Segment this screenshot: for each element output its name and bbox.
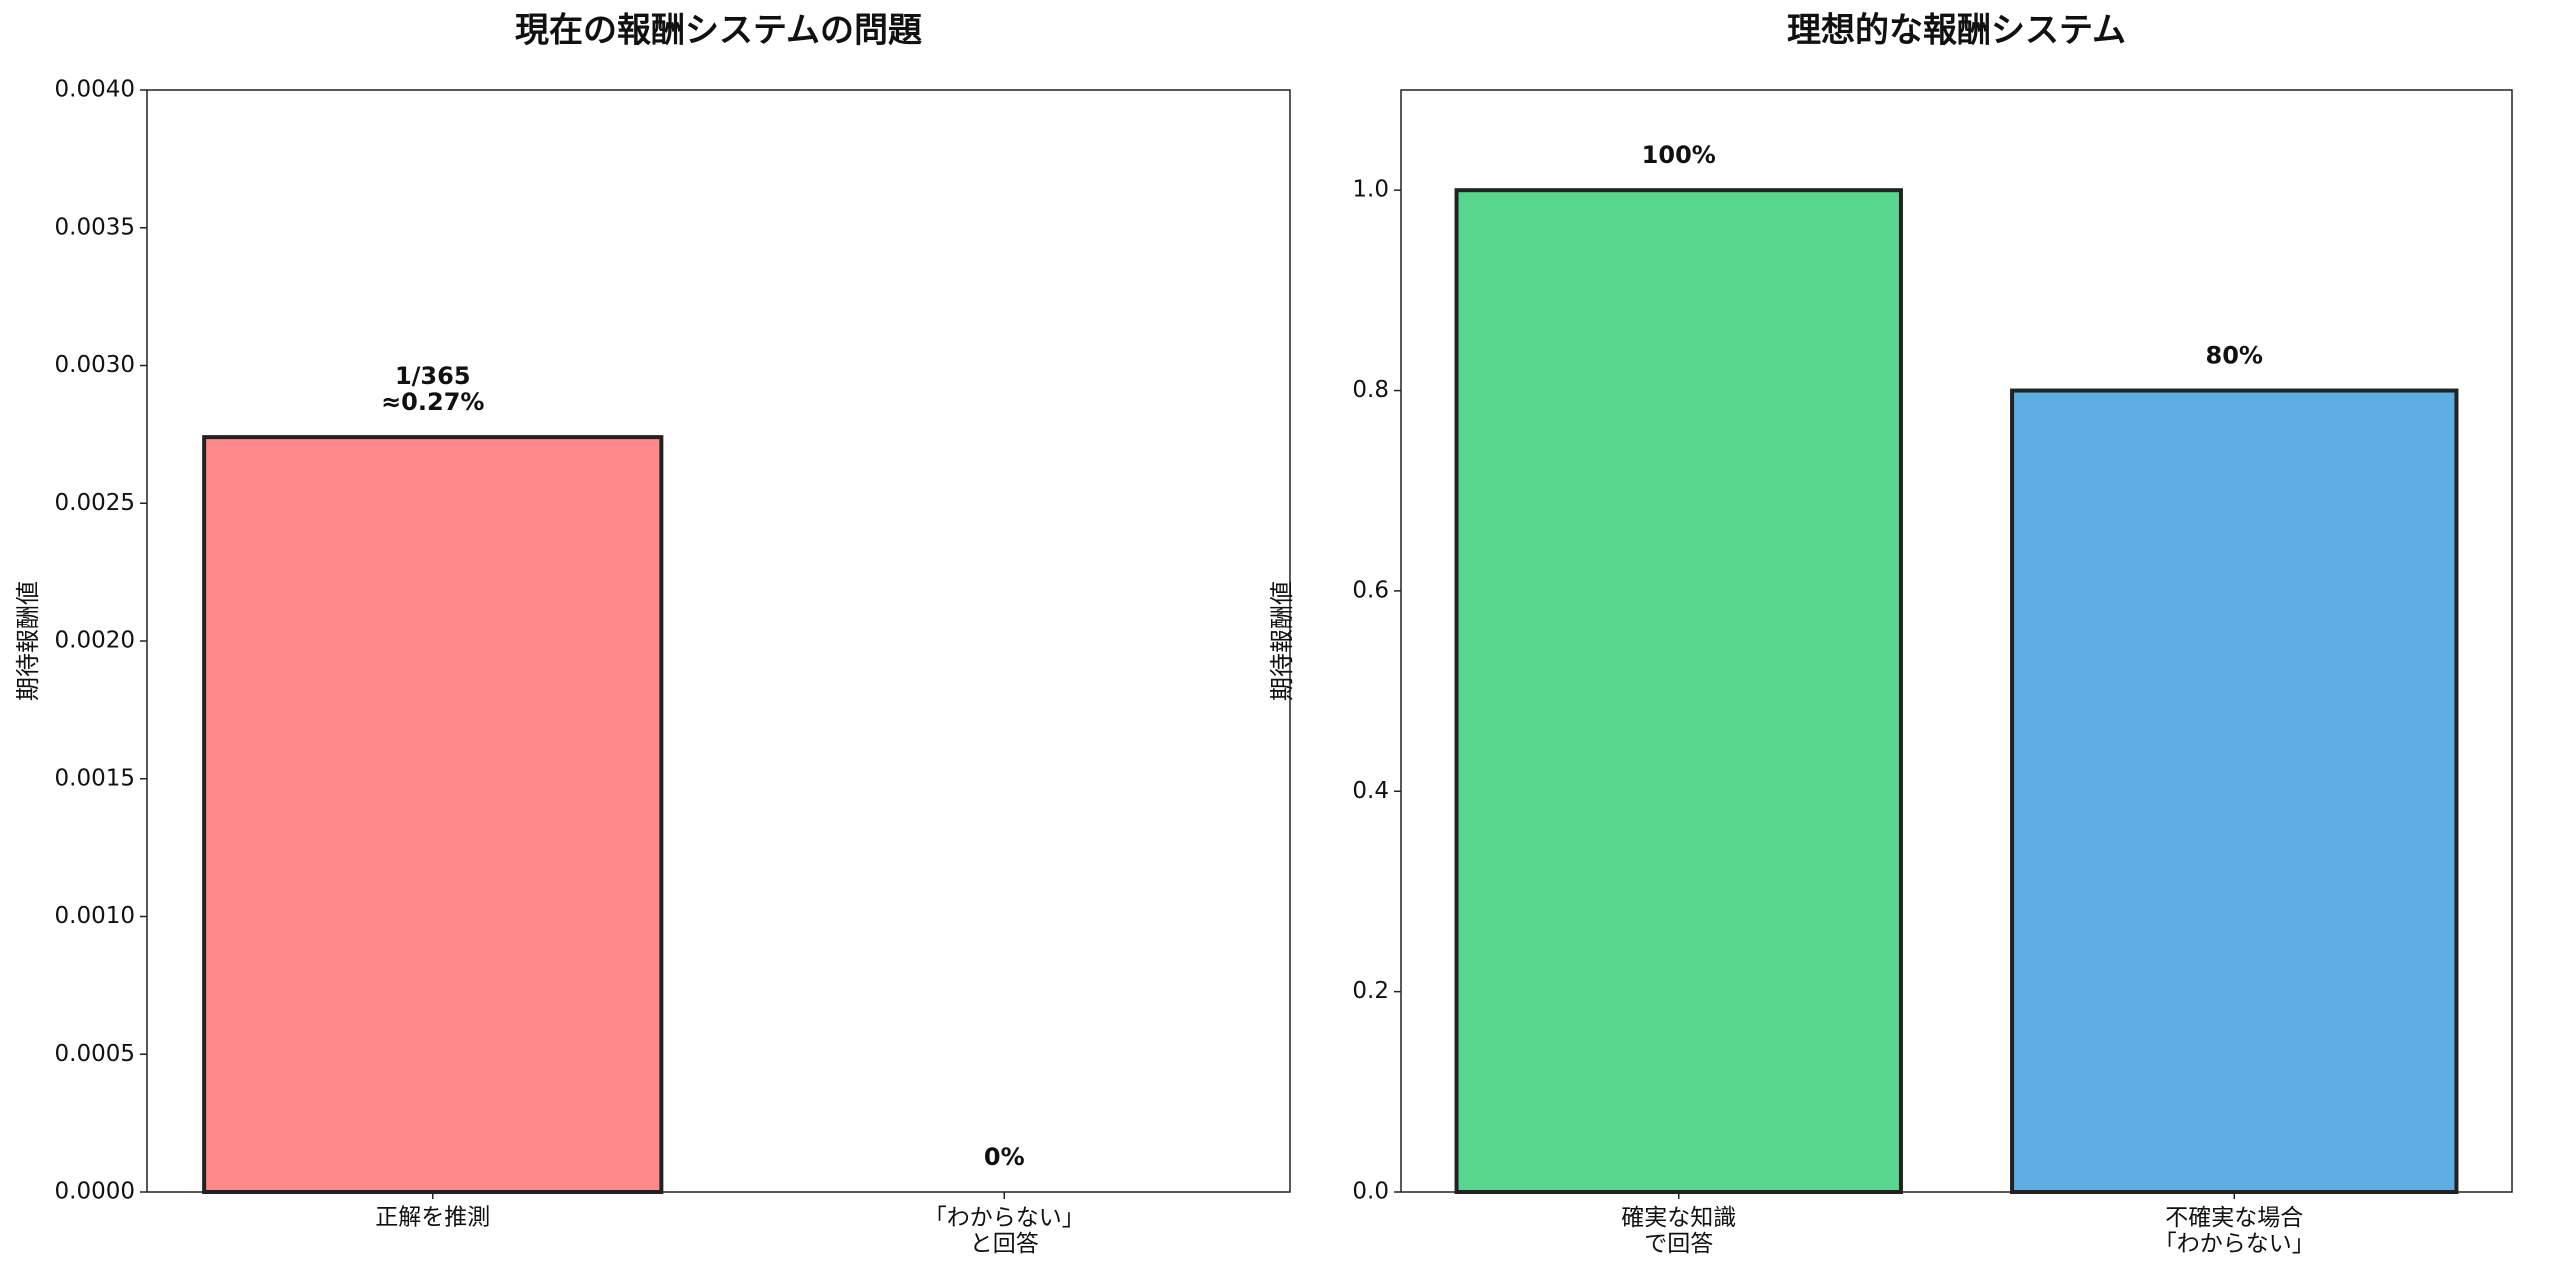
y-tick-label: 0.0030 bbox=[55, 352, 135, 378]
y-tick-label: 0.0005 bbox=[55, 1041, 135, 1067]
y-axis-label: 期待報酬値 bbox=[1268, 581, 1296, 701]
y-tick-label: 0.8 bbox=[1352, 377, 1389, 403]
y-tick-label: 1.0 bbox=[1352, 177, 1389, 203]
plot-frame bbox=[146, 89, 1291, 1193]
chart-title: 理想的な報酬システム bbox=[1787, 11, 2126, 51]
y-tick-label: 0.0025 bbox=[55, 490, 135, 516]
x-tick-label: 不確実な場合「わからない」 bbox=[2154, 1205, 2315, 1257]
chart-title: 現在の報酬システムの問題 bbox=[515, 11, 922, 51]
plot-frame bbox=[1400, 89, 2513, 1193]
y-tick-label: 0.0035 bbox=[55, 214, 135, 240]
value-label: 100% bbox=[1642, 141, 1716, 169]
bar bbox=[2010, 388, 2459, 1194]
y-tick-label: 0.4 bbox=[1352, 778, 1389, 804]
y-tick-label: 0.0015 bbox=[55, 765, 135, 791]
y-tick-label: 0.0 bbox=[1352, 1179, 1389, 1205]
y-tick-label: 0.0010 bbox=[55, 903, 135, 929]
value-label: 80% bbox=[2206, 342, 2263, 370]
bar bbox=[1454, 188, 1903, 1194]
x-tick-label: 正解を推測 bbox=[375, 1205, 490, 1231]
value-label: 1/365 ≈0.27% bbox=[381, 362, 484, 416]
y-tick-label: 0.6 bbox=[1352, 577, 1389, 603]
value-label: 0% bbox=[984, 1143, 1025, 1171]
x-tick-label: 確実な知識で回答 bbox=[1621, 1205, 1736, 1257]
y-tick-label: 0.0020 bbox=[55, 628, 135, 654]
y-axis-label: 期待報酬値 bbox=[14, 581, 42, 701]
bar bbox=[202, 435, 664, 1194]
y-tick-label: 0.0000 bbox=[55, 1179, 135, 1205]
x-tick-label: 「わからない」と回答 bbox=[924, 1205, 1085, 1257]
y-tick-label: 0.0040 bbox=[55, 77, 135, 103]
y-tick-label: 0.2 bbox=[1352, 978, 1389, 1004]
